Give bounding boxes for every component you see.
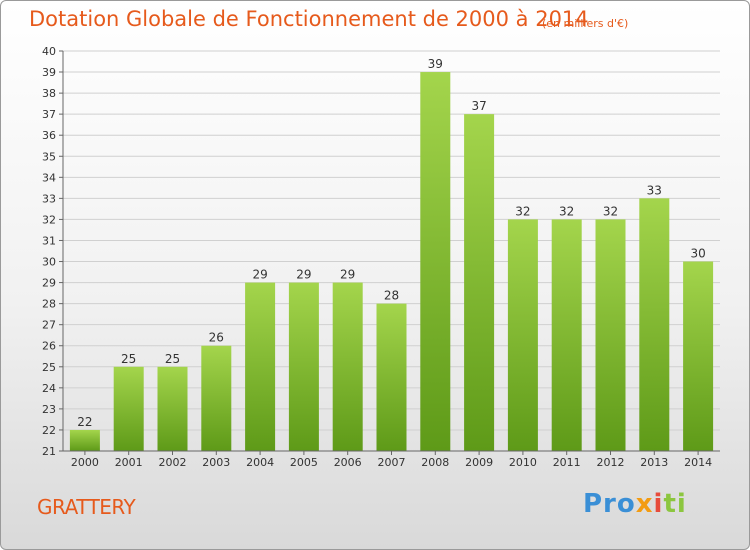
logo-part: x	[635, 489, 654, 519]
x-tick-label: 2008	[421, 456, 449, 469]
x-tick-label: 2004	[246, 456, 274, 469]
bar[interactable]	[420, 72, 451, 451]
data-label: 25	[121, 352, 136, 366]
y-tick-label: 33	[42, 192, 56, 205]
y-tick-label: 34	[42, 171, 56, 184]
logo-part: i	[653, 489, 664, 519]
x-tick-label: 2001	[115, 456, 143, 469]
data-label: 32	[559, 204, 574, 218]
bar[interactable]	[551, 219, 582, 451]
proxiti-logo[interactable]: Proxiti	[583, 489, 687, 519]
x-tick-label: 2009	[465, 456, 493, 469]
bar[interactable]	[201, 345, 232, 451]
y-axis: 21 22 23 24 25 26 27 28 29 30 31 32 33 34 35 36 37 38 39 40	[42, 45, 63, 458]
data-label: 33	[647, 183, 662, 197]
y-tick-label: 27	[42, 319, 56, 332]
y-tick-label: 31	[42, 234, 56, 247]
x-tick-label: 2003	[202, 456, 230, 469]
y-tick-label: 23	[42, 403, 56, 416]
x-tick-label: 2010	[509, 456, 537, 469]
bar[interactable]	[113, 366, 144, 451]
bar[interactable]	[683, 261, 714, 451]
bar[interactable]	[157, 366, 188, 451]
y-tick-label: 22	[42, 424, 56, 437]
data-label: 28	[384, 289, 399, 303]
data-label: 39	[428, 57, 443, 71]
bar[interactable]	[464, 114, 495, 451]
data-label: 29	[296, 268, 311, 282]
y-tick-label: 30	[42, 256, 56, 269]
x-tick-label: 2006	[334, 456, 362, 469]
y-tick-label: 32	[42, 213, 56, 226]
bar[interactable]	[332, 282, 363, 451]
y-tick-label: 21	[42, 445, 56, 458]
x-tick-label: 2002	[159, 456, 187, 469]
y-tick-label: 40	[42, 45, 56, 58]
data-label: 26	[209, 331, 224, 345]
chart-title: Dotation Globale de Fonctionnement de 20…	[29, 7, 589, 31]
y-tick-label: 35	[42, 150, 56, 163]
chart-subtitle: (en milliers d'€)	[542, 17, 629, 30]
y-tick-label: 29	[42, 277, 56, 290]
y-tick-label: 37	[42, 108, 56, 121]
x-axis: 2000 2001 2002 2003 2004 2005 2006 2007 2008 2009…	[71, 451, 712, 469]
y-tick-label: 39	[42, 66, 56, 79]
data-label: 37	[471, 99, 486, 113]
data-label: 32	[515, 204, 530, 218]
x-tick-label: 2011	[553, 456, 581, 469]
data-label: 29	[340, 268, 355, 282]
x-tick-label: 2013	[640, 456, 668, 469]
y-tick-label: 24	[42, 382, 56, 395]
data-label: 22	[77, 415, 92, 429]
bar[interactable]	[288, 282, 319, 451]
logo-part: Pro	[583, 489, 636, 519]
bar[interactable]	[507, 219, 538, 451]
bar[interactable]	[69, 429, 100, 451]
x-tick-label: 2014	[684, 456, 712, 469]
bar[interactable]	[595, 219, 626, 451]
bar[interactable]	[245, 282, 276, 451]
bars: 22 25 25 26 29 29 29 28 39 37 32 32 32 33 30	[69, 57, 714, 451]
y-tick-label: 28	[42, 298, 56, 311]
y-tick-label: 36	[42, 129, 56, 142]
x-tick-label: 2012	[597, 456, 625, 469]
y-tick-label: 38	[42, 87, 56, 100]
x-tick-label: 2005	[290, 456, 318, 469]
data-label: 30	[690, 247, 705, 261]
data-label: 29	[252, 268, 267, 282]
data-label: 25	[165, 352, 180, 366]
logo-part: ti	[663, 489, 687, 519]
y-tick-label: 25	[42, 361, 56, 374]
bar[interactable]	[639, 198, 670, 451]
data-label: 32	[603, 204, 618, 218]
bar[interactable]	[376, 303, 407, 451]
y-tick-label: 26	[42, 340, 56, 353]
x-tick-label: 2007	[378, 456, 406, 469]
x-tick-label: 2000	[71, 456, 99, 469]
commune-name: GRATTERY	[37, 495, 136, 519]
